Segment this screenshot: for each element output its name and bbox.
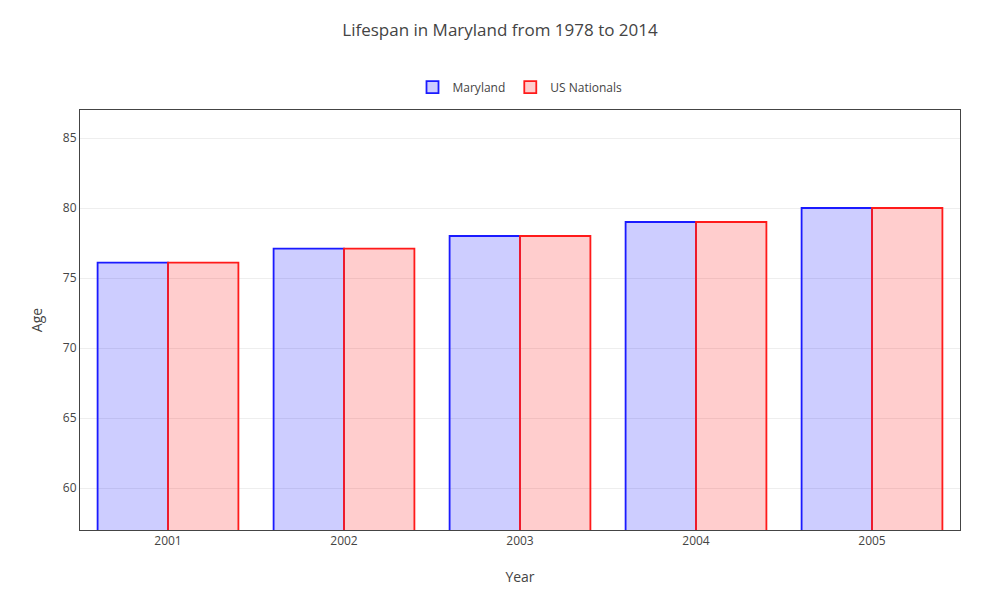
svg-text:70: 70 <box>63 339 77 356</box>
svg-text:Lifespan in Maryland from 1978: Lifespan in Maryland from 1978 to 2014 <box>342 18 658 41</box>
svg-text:2003: 2003 <box>506 532 534 549</box>
svg-text:Year: Year <box>505 567 534 586</box>
svg-text:85: 85 <box>63 129 77 146</box>
svg-text:2004: 2004 <box>682 532 710 549</box>
svg-text:2002: 2002 <box>330 532 358 549</box>
svg-text:Age: Age <box>27 308 46 332</box>
svg-text:Maryland: Maryland <box>453 79 506 96</box>
svg-text:US Nationals: US Nationals <box>550 79 622 96</box>
svg-text:65: 65 <box>63 409 77 426</box>
svg-text:80: 80 <box>63 199 77 216</box>
svg-text:2001: 2001 <box>154 532 181 549</box>
svg-text:2005: 2005 <box>858 532 886 549</box>
svg-text:60: 60 <box>63 479 77 496</box>
svg-text:75: 75 <box>63 269 77 286</box>
